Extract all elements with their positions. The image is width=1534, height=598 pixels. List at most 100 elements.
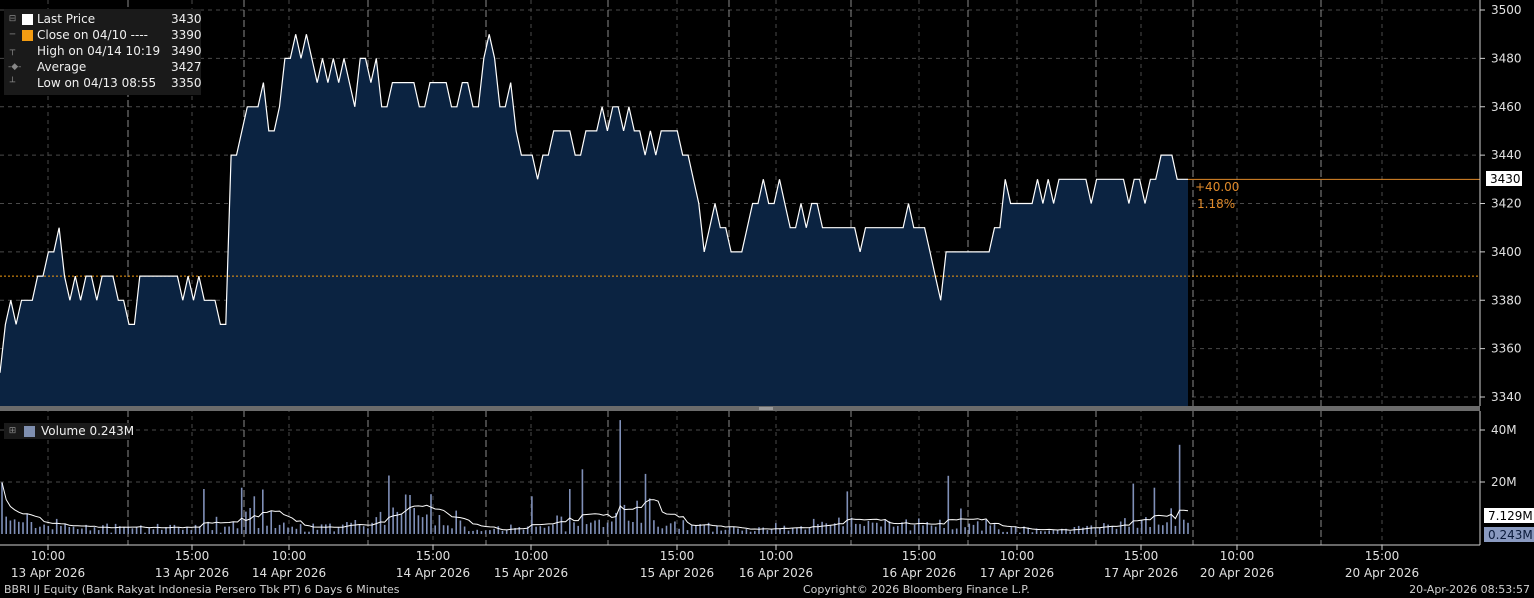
- time-axis-ticks: 10:00 13 Apr 2026 15:00 13 Apr 2026 10:00 14 …: [11, 545, 1419, 580]
- x-tick-date: 16 Apr 2026: [882, 566, 956, 580]
- volume-bar: [228, 526, 230, 534]
- volume-bar: [337, 527, 340, 534]
- legend-item-high[interactable]: ┬ High on 04/14 10:19 3490: [4, 43, 202, 59]
- marker-icon: ─: [9, 30, 16, 40]
- volume-bar: [489, 530, 491, 534]
- volume-bar: [581, 469, 584, 534]
- legend-item-average[interactable]: -◆- Average 3427: [4, 59, 202, 75]
- low-marker-icon: ┴: [9, 78, 16, 88]
- volume-bar: [266, 525, 268, 534]
- volume-bar: [955, 528, 958, 534]
- volume-bar: [198, 526, 201, 534]
- legend-label: High on 04/14 10:19: [37, 44, 161, 58]
- volume-bar: [985, 519, 987, 534]
- x-tick-time: 10:00: [1000, 549, 1035, 563]
- volume-bar: [177, 527, 180, 534]
- volume-legend[interactable]: ⊞ Volume 0.243M: [4, 423, 134, 439]
- panel-divider[interactable]: [0, 406, 1480, 411]
- volume-bar: [1082, 527, 1084, 534]
- volume-bar: [325, 524, 327, 534]
- volume-bar: [207, 521, 209, 534]
- volume-bar: [165, 527, 167, 534]
- volume-bar: [972, 524, 975, 534]
- volume-bar: [791, 528, 794, 534]
- volume-bar: [1048, 530, 1050, 534]
- volume-bar: [55, 518, 58, 534]
- volume-bar: [459, 520, 462, 534]
- footer-copyright: Copyright© 2026 Bloomberg Finance L.P.: [803, 583, 1030, 596]
- volume-bar: [1065, 528, 1067, 534]
- volume-bar: [590, 522, 592, 534]
- volume-bar: [219, 532, 222, 534]
- volume-bar: [1002, 531, 1004, 534]
- y-tick-label: 3340: [1491, 390, 1522, 404]
- volume-bar: [661, 528, 664, 534]
- volume-bar: [968, 523, 971, 534]
- volume-bar: [754, 531, 756, 534]
- volume-bar: [817, 524, 819, 534]
- volume-bar: [240, 487, 243, 534]
- collapse-icon[interactable]: ⊞: [8, 426, 17, 436]
- legend-item-prev-close[interactable]: ─ Close on 04/10 ---- 3390: [4, 27, 202, 43]
- volume-legend-swatch: [24, 426, 35, 437]
- volume-bar: [304, 531, 306, 534]
- volume-bar: [392, 507, 394, 534]
- volume-bar: [766, 530, 769, 534]
- volume-bar: [1136, 527, 1139, 534]
- volume-bar: [426, 514, 428, 534]
- price-area: [0, 34, 1188, 406]
- volume-bar: [964, 527, 966, 534]
- price-change: +40.00: [1195, 180, 1239, 194]
- volume-bar: [514, 528, 516, 534]
- volume-bar: [1170, 508, 1172, 534]
- legend-item-low[interactable]: ┴ Low on 04/13 08:55 3350: [4, 75, 202, 91]
- x-tick-date: 14 Apr 2026: [396, 566, 470, 580]
- divider-handle[interactable]: [759, 407, 773, 410]
- collapse-icon[interactable]: ⊟: [8, 14, 17, 24]
- volume-bar: [720, 530, 722, 534]
- volume-bar: [602, 527, 605, 534]
- volume-bars: [1, 420, 1189, 534]
- volume-bar: [156, 523, 159, 534]
- legend-item-last-price[interactable]: ⊟ Last Price 3430: [4, 11, 202, 27]
- volume-last-tag-bg: [1484, 527, 1534, 542]
- volume-bar: [913, 524, 916, 534]
- volume-bar: [447, 525, 449, 534]
- volume-bar: [39, 526, 41, 534]
- x-tick-time: 15:00: [175, 549, 210, 563]
- volume-bar: [51, 529, 54, 534]
- volume-bar: [30, 522, 33, 534]
- volume-bar: [648, 498, 651, 534]
- volume-bar: [215, 516, 218, 534]
- legend-label: Average: [37, 60, 87, 74]
- volume-bar: [442, 525, 445, 534]
- volume-bar: [186, 527, 188, 534]
- y-tick-label: 3480: [1491, 51, 1522, 65]
- volume-bar: [274, 528, 277, 534]
- volume-bar: [779, 528, 781, 534]
- x-tick-date: 17 Apr 2026: [1104, 566, 1178, 580]
- volume-bar: [522, 529, 525, 534]
- volume-bar: [68, 527, 71, 534]
- volume-bar: [1187, 522, 1189, 534]
- volume-bar: [531, 496, 533, 534]
- volume-bar: [707, 522, 710, 534]
- x-tick-date: 13 Apr 2026: [11, 566, 85, 580]
- legend-swatch: [22, 30, 33, 41]
- volume-bar: [1124, 518, 1126, 534]
- volume-bar: [161, 529, 163, 534]
- volume-bar: [569, 489, 571, 534]
- x-tick-date: 13 Apr 2026: [155, 566, 229, 580]
- volume-bar: [102, 525, 104, 534]
- volume-bar: [249, 508, 251, 534]
- volume-bar: [417, 515, 420, 534]
- volume-bar: [695, 525, 697, 534]
- volume-bar: [72, 526, 75, 534]
- volume-bar: [632, 522, 634, 534]
- volume-bar: [299, 524, 302, 534]
- volume-bar: [1162, 525, 1164, 534]
- volume-bar: [703, 524, 706, 534]
- volume-bar: [1044, 531, 1046, 534]
- volume-bar: [1183, 519, 1185, 534]
